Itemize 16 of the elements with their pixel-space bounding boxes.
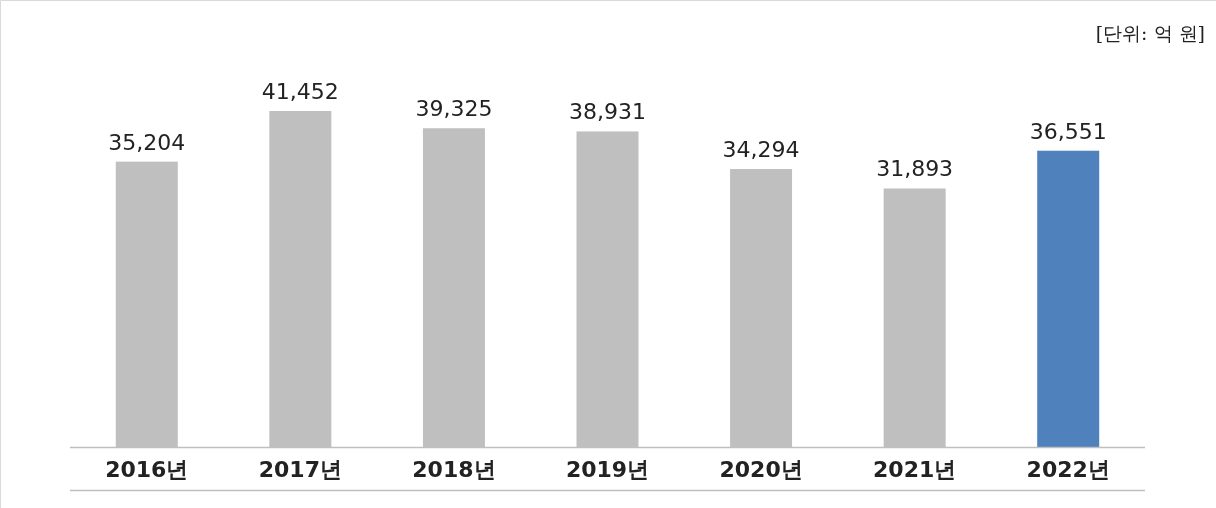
x-tick-label: 2022년 bbox=[1026, 457, 1110, 482]
x-tick-label: 2020년 bbox=[719, 457, 803, 482]
text: [단위: 억 원] bbox=[1095, 22, 1205, 44]
x-tick-label: 2021년 bbox=[873, 457, 957, 482]
bar bbox=[1037, 150, 1100, 447]
x-tick-label: 2019년 bbox=[565, 457, 650, 482]
data-label: 31,893 bbox=[876, 156, 954, 182]
x-tick-label: 2016년 bbox=[105, 457, 189, 482]
data-label: 38,931 bbox=[569, 99, 646, 125]
data-label: 34,294 bbox=[722, 137, 800, 163]
data-label: 41,452 bbox=[261, 79, 339, 104]
x-tick-label: 2018년 bbox=[412, 457, 496, 482]
data-label: 39,325 bbox=[415, 96, 493, 122]
data-label: 35,204 bbox=[108, 129, 186, 155]
x-tick-label: 2017년 bbox=[258, 457, 342, 482]
data-label: 36,551 bbox=[1029, 118, 1107, 144]
